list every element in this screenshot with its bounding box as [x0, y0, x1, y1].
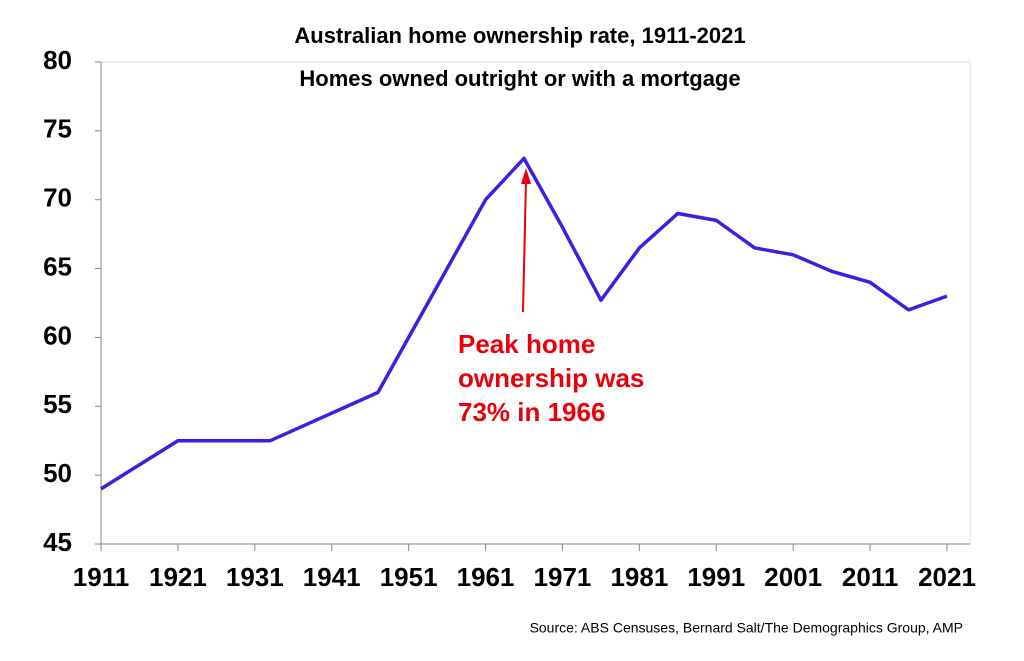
x-tick-label: 1981 [610, 562, 668, 592]
y-tick-label: 60 [43, 320, 72, 350]
x-tick-label: 1951 [380, 562, 438, 592]
data-line [100, 156, 948, 491]
x-tick-label: 1911 [73, 562, 129, 592]
x-tick-label: 2001 [764, 562, 822, 592]
y-tick-label: 55 [43, 389, 72, 419]
annotation: Peak home [458, 329, 595, 359]
x-tick-label: 2021 [918, 562, 976, 592]
x-tick-label: 1921 [149, 562, 207, 592]
x-tick-label: 2011 [842, 562, 898, 592]
annotation: 73% in 1966 [458, 397, 605, 427]
x-tick-label: 1991 [687, 562, 745, 592]
source: Source: ABS Censuses, Bernard Salt/The D… [530, 620, 963, 636]
annotation-arrow [522, 179, 527, 313]
annotation-arrowhead [521, 168, 531, 184]
x-tick-label: 1971 [534, 562, 592, 592]
x-tick-label: 1941 [303, 562, 361, 592]
plot-frame [100, 61, 971, 545]
x-tick-label: 1931 [226, 562, 284, 592]
y-tick-label: 45 [43, 527, 72, 557]
y-tick-label: 75 [43, 114, 72, 144]
x-tick-label: 1961 [457, 562, 515, 592]
y-tick-label: 50 [43, 458, 72, 488]
chart-subtitle: Homes owned outright or with a mortgage [299, 66, 740, 91]
y-tick-label: 65 [43, 251, 72, 281]
y-tick-label: 80 [43, 45, 72, 75]
y-tick-label: 70 [43, 183, 72, 213]
annotation: ownership was [458, 363, 644, 393]
chart-title: Australian home ownership rate, 1911-202… [294, 23, 745, 48]
